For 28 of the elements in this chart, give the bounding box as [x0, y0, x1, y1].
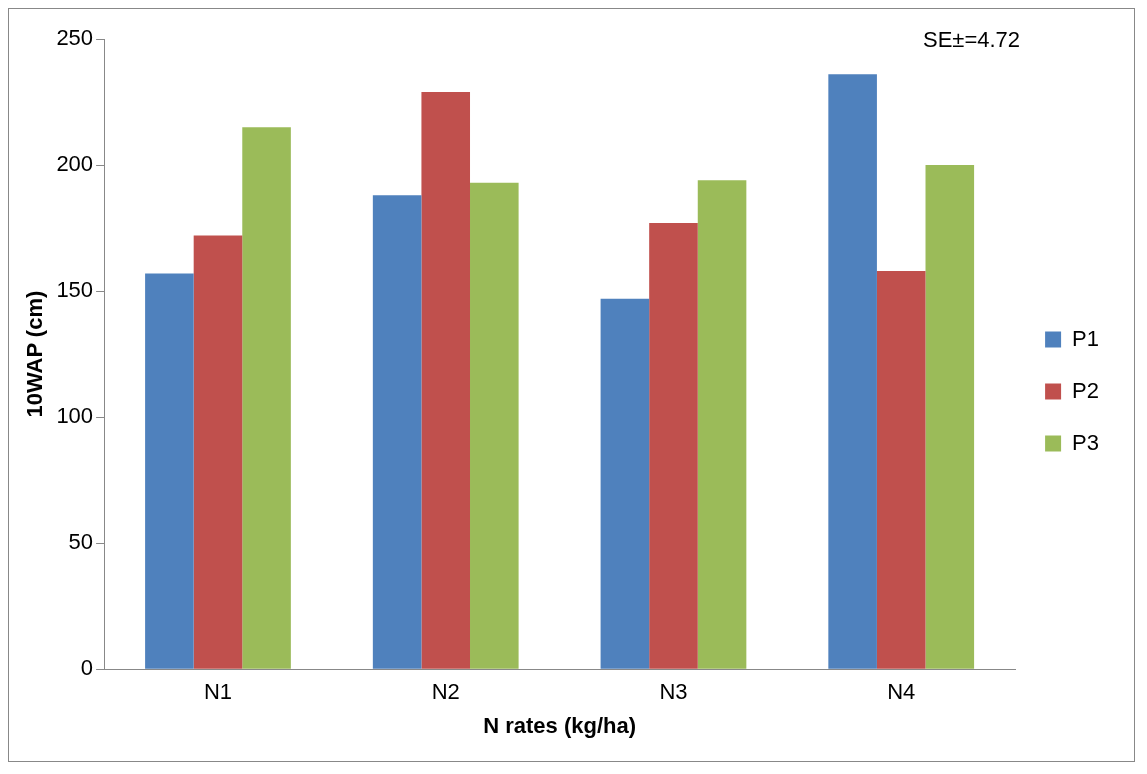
- bar: [145, 273, 194, 669]
- y-tick-label: 200: [56, 151, 94, 177]
- bar: [649, 223, 698, 669]
- bar: [372, 195, 422, 669]
- x-tick-label: N3: [659, 679, 688, 705]
- legend-label: P1: [1072, 325, 1100, 351]
- bar: [925, 165, 975, 669]
- y-tick-label: 100: [56, 403, 94, 429]
- y-tick-label: 0: [80, 655, 94, 681]
- y-tick-label: 250: [56, 25, 94, 51]
- bar: [697, 180, 747, 669]
- bar: [470, 182, 519, 669]
- x-tick-label: N4: [887, 679, 916, 705]
- bar: [193, 235, 243, 669]
- legend-label: P3: [1072, 429, 1100, 455]
- bar: [600, 298, 650, 669]
- y-axis-title: 10WAP (cm): [22, 290, 48, 418]
- bar: [828, 74, 877, 669]
- bar: [876, 270, 926, 669]
- x-axis-title: N rates (kg/ha): [483, 712, 637, 738]
- y-tick-label: 50: [68, 529, 94, 555]
- annotation: SE±=4.72: [923, 27, 1021, 53]
- x-tick-label: N1: [203, 679, 233, 705]
- legend-label: P2: [1072, 377, 1100, 403]
- bar: [242, 127, 291, 669]
- x-tick-label: N2: [431, 679, 460, 705]
- y-tick-label: 150: [56, 277, 94, 303]
- bar: [421, 91, 471, 669]
